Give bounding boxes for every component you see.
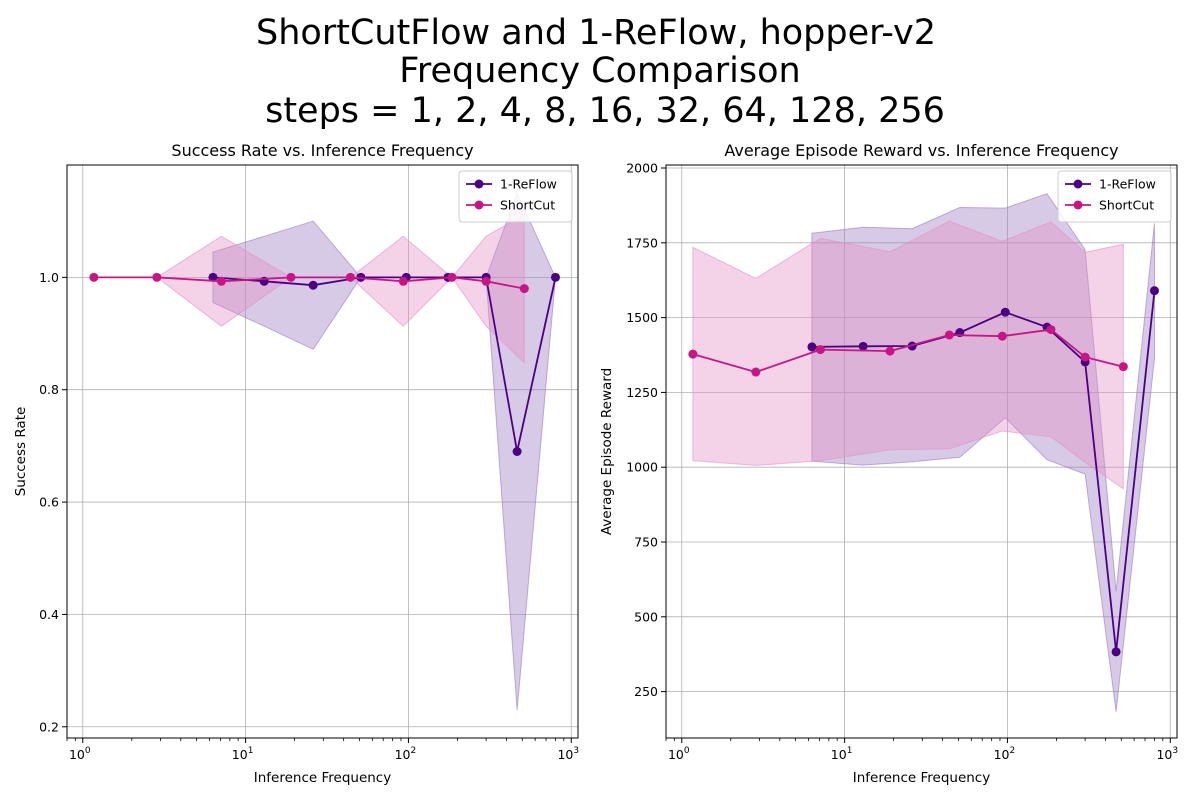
success-x-tick-label: 101 [232, 746, 254, 762]
reward-legend-marker-shortcut [1073, 200, 1083, 210]
reward-y-tick-label: 1500 [626, 310, 658, 325]
reward-point-shortcut [1046, 325, 1056, 335]
reward-point-shortcut [688, 349, 698, 359]
success-legend-marker-reflow [474, 179, 484, 189]
success-y-tick-label: 0.8 [39, 382, 59, 397]
success-x-tick-label: 100 [69, 746, 91, 762]
reward-y-tick-label: 1250 [626, 385, 658, 400]
reward-y-tick-label: 250 [634, 684, 658, 699]
reward-point-reflow [807, 342, 817, 352]
reward-chart-title: Average Episode Reward vs. Inference Fre… [724, 141, 1118, 160]
reward-y-tick-label: 750 [634, 535, 658, 550]
reward-point-reflow [1149, 286, 1159, 296]
reward-legend: 1-ReFlow ShortCut [1057, 170, 1172, 223]
reward-band-reflow [811, 193, 1155, 712]
success-point-shortcut [152, 272, 162, 282]
figure-title-line-2: Frequency Comparison [399, 51, 801, 91]
success-legend: 1-ReFlow ShortCut [458, 170, 573, 223]
figure-title-line-1: ShortCutFlow and 1-ReFlow, hopper-v2 [256, 13, 936, 53]
episode-reward-chart: 250 500 750 1000 1250 1500 1750 2000 100 101 102 10… [599, 141, 1178, 786]
success-legend-marker-shortcut [474, 200, 484, 210]
reward-point-shortcut [1118, 362, 1128, 372]
reward-legend-label-shortcut: ShortCut [1099, 198, 1154, 213]
reward-point-shortcut [1080, 352, 1090, 362]
success-chart-title: Success Rate vs. Inference Frequency [171, 141, 473, 160]
success-point-shortcut [345, 272, 355, 282]
success-point-shortcut [216, 276, 226, 286]
reward-y-axis-label: Average Episode Reward [599, 368, 615, 535]
reward-y-tick-label: 1750 [626, 235, 658, 250]
success-point-reflow [208, 272, 218, 282]
success-axes-frame [66, 164, 579, 739]
success-point-shortcut [89, 272, 99, 282]
success-point-shortcut [398, 276, 408, 286]
success-legend-label-shortcut: ShortCut [500, 198, 555, 213]
success-point-shortcut [519, 284, 529, 294]
reward-legend-marker-reflow [1073, 179, 1083, 189]
reward-point-shortcut [751, 367, 761, 377]
success-point-shortcut [481, 276, 491, 286]
reward-y-tick-label: 2000 [626, 160, 658, 175]
success-legend-label-reflow: 1-ReFlow [500, 177, 557, 192]
success-x-tick-label: 102 [395, 746, 417, 762]
success-y-tick-label: 0.2 [39, 719, 59, 734]
reward-y-tick-label: 1000 [626, 460, 658, 475]
reward-point-shortcut [997, 331, 1007, 341]
reward-point-shortcut [815, 345, 825, 355]
reward-point-reflow [1111, 647, 1121, 657]
success-point-reflow [512, 447, 522, 456]
success-point-reflow [308, 280, 318, 290]
success-point-shortcut [447, 272, 457, 282]
success-y-axis-label: Success Rate [13, 407, 29, 497]
reward-x-tick-label: 103 [1156, 746, 1178, 762]
success-y-tick-label: 0.4 [39, 607, 59, 622]
success-point-shortcut [286, 272, 296, 282]
success-y-tick-label: 0.6 [39, 495, 59, 510]
reward-axes-frame [665, 164, 1178, 739]
success-point-reflow [550, 272, 560, 282]
success-rate-chart: 0.2 0.4 0.6 0.8 1.0 100 101 102 103 Success Rate … [13, 141, 579, 786]
figure-title-line-3: steps = 1, 2, 4, 8, 16, 32, 64, 128, 256 [265, 91, 945, 131]
reward-x-tick-label: 102 [994, 746, 1016, 762]
reward-y-tick-label: 500 [634, 609, 658, 624]
reward-point-reflow [1000, 307, 1010, 317]
reward-x-tick-label: 100 [668, 746, 690, 762]
reward-point-shortcut [885, 346, 895, 356]
success-x-axis-label: Inference Frequency [254, 770, 391, 786]
reward-band-shortcut [692, 220, 1124, 490]
reward-point-reflow [858, 341, 868, 351]
success-band-reflow [212, 191, 557, 710]
success-x-tick-label: 103 [557, 746, 579, 762]
reward-x-tick-label: 101 [831, 746, 853, 762]
reward-x-axis-label: Inference Frequency [853, 770, 990, 786]
reward-point-shortcut [944, 330, 954, 340]
reward-legend-label-reflow: 1-ReFlow [1099, 177, 1156, 192]
success-y-tick-label: 1.0 [39, 270, 59, 285]
